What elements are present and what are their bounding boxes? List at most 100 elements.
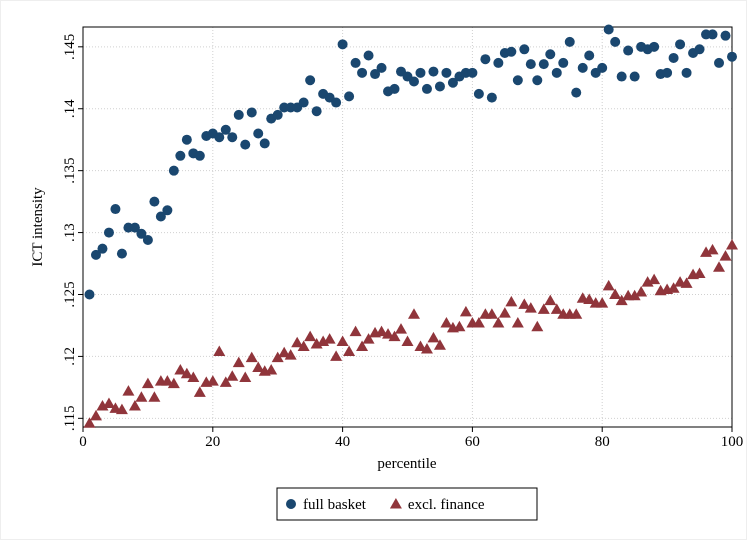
triangle-marker: [278, 346, 291, 358]
circle-marker: [421, 83, 432, 94]
circle-marker: [467, 67, 478, 78]
circle-marker: [486, 92, 497, 103]
triangle-marker: [375, 325, 388, 337]
circle-marker: [214, 132, 225, 143]
triangle-marker: [252, 361, 265, 373]
y-tick-label: .145: [62, 34, 78, 60]
triangle-marker: [213, 345, 226, 356]
triangle-marker: [440, 316, 453, 328]
circle-marker: [662, 67, 673, 78]
circle-marker: [298, 97, 309, 108]
circle-marker: [629, 71, 640, 82]
circle-marker: [571, 87, 582, 98]
circle-marker: [376, 62, 387, 73]
legend-box: [276, 487, 538, 521]
y-tick-label: .125: [62, 281, 78, 307]
circle-marker: [720, 30, 731, 41]
x-tick-label: 60: [465, 434, 480, 450]
circle-marker: [175, 150, 186, 161]
circle-marker: [149, 196, 160, 207]
triangle-marker: [128, 399, 141, 411]
triangle-marker: [291, 336, 304, 348]
triangle-marker: [609, 288, 622, 299]
circle-marker: [357, 67, 368, 78]
triangle-marker: [265, 364, 278, 375]
circle-marker: [331, 97, 342, 108]
circle-marker: [110, 204, 121, 215]
triangle-marker: [524, 302, 537, 313]
triangle-marker: [635, 286, 648, 297]
triangle-marker: [135, 391, 148, 402]
triangle-marker: [115, 403, 128, 415]
triangle-marker: [667, 282, 680, 293]
triangle-marker: [505, 295, 518, 307]
legend-label: excl. finance: [408, 497, 485, 513]
triangle-marker: [219, 376, 232, 387]
triangle-marker: [343, 345, 356, 356]
circle-marker: [681, 67, 692, 78]
circle-marker: [142, 235, 153, 246]
triangle-marker: [713, 261, 726, 272]
triangle-marker: [187, 371, 200, 382]
circle-marker: [564, 36, 575, 47]
circle-marker: [246, 107, 257, 118]
triangle-marker: [180, 367, 193, 379]
circle-marker: [90, 249, 101, 260]
triangle-marker: [596, 297, 609, 308]
triangle-marker: [407, 308, 420, 319]
circle-marker: [103, 227, 114, 238]
triangle-marker: [226, 370, 239, 381]
triangle-marker: [206, 375, 219, 386]
circle-marker: [707, 29, 718, 40]
circle-marker: [525, 59, 536, 70]
triangle-marker: [706, 243, 719, 255]
triangle-marker: [544, 294, 557, 306]
circle-marker: [240, 139, 251, 150]
triangle-marker: [122, 385, 135, 396]
triangle-marker: [356, 340, 369, 352]
triangle-marker: [83, 417, 96, 428]
circle-marker: [493, 57, 504, 68]
circle-marker: [558, 57, 569, 68]
plot-area: [83, 27, 732, 427]
x-tick-label: 100: [721, 434, 744, 450]
triangle-marker: [693, 267, 706, 278]
y-axis-label: ICT intensity: [30, 187, 46, 267]
circle-marker: [447, 77, 458, 88]
triangle-marker: [680, 277, 693, 288]
triangle-marker: [453, 320, 466, 332]
triangle-marker: [382, 328, 395, 339]
triangle-marker: [511, 316, 524, 328]
y-tick-label: .12: [62, 347, 78, 366]
triangle-marker: [271, 351, 284, 363]
circle-marker: [84, 289, 95, 300]
x-tick-label: 40: [335, 434, 350, 450]
circle-marker: [610, 36, 621, 47]
triangle-marker: [459, 305, 472, 317]
circle-marker: [194, 150, 205, 161]
triangle-marker: [304, 330, 317, 342]
circle-marker: [415, 67, 426, 78]
circle-marker: [577, 62, 588, 73]
circle-marker: [545, 49, 556, 60]
triangle-marker: [602, 279, 615, 291]
circle-marker: [597, 62, 608, 73]
circle-marker: [408, 76, 419, 87]
triangle-marker: [174, 364, 187, 375]
circle-marker: [259, 138, 270, 149]
triangle-marker: [401, 335, 414, 347]
circle-marker: [506, 46, 517, 57]
triangle-marker: [531, 320, 544, 332]
circle-marker: [344, 91, 355, 102]
triangle-marker: [498, 307, 511, 318]
triangle-marker: [427, 331, 440, 343]
triangle-marker: [239, 371, 252, 382]
circle-marker: [623, 45, 634, 56]
circle-marker: [272, 109, 283, 120]
circle-marker: [512, 75, 523, 86]
triangle-marker: [492, 316, 505, 328]
triangle-marker: [349, 325, 362, 337]
x-axis-label: percentile: [377, 456, 436, 472]
circle-marker: [162, 205, 173, 216]
